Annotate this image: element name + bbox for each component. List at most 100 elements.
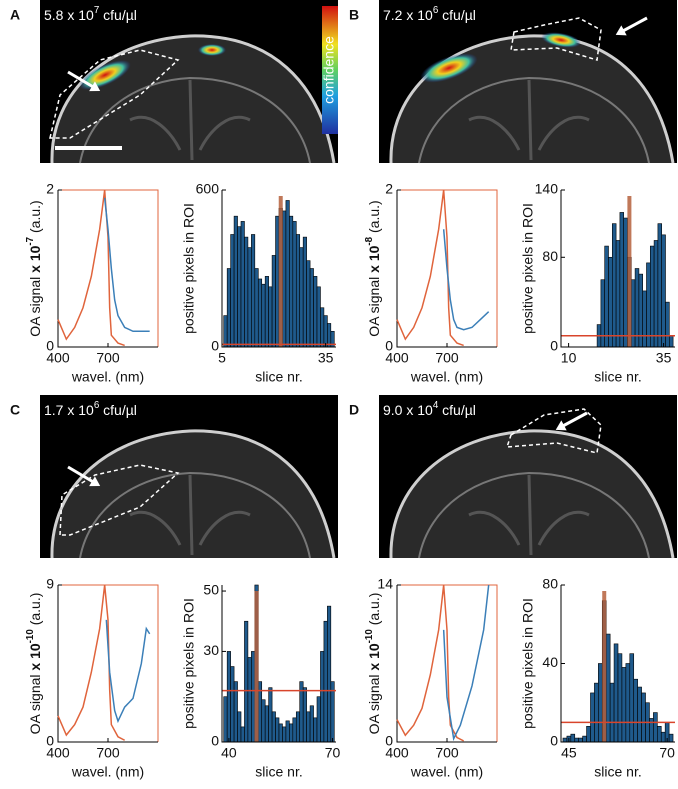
signal-blob bbox=[541, 32, 581, 48]
signal-blob bbox=[79, 60, 131, 90]
oa-image bbox=[379, 395, 677, 559]
spectrum-line bbox=[105, 619, 151, 724]
axis bbox=[396, 585, 497, 743]
spectrum-line bbox=[396, 189, 464, 347]
bar bbox=[285, 200, 290, 348]
roi-slice-marker bbox=[602, 591, 607, 742]
text-part: 4 bbox=[433, 400, 439, 411]
x-tick-label: 700 bbox=[96, 745, 120, 761]
bar bbox=[289, 723, 294, 743]
bar bbox=[289, 215, 294, 348]
text-part: x 10 bbox=[27, 643, 43, 670]
image-title: 9.0 x 104 cfu/µl bbox=[383, 400, 476, 418]
bar bbox=[621, 667, 627, 743]
y-axis-label: positive pixels in ROI bbox=[181, 598, 197, 729]
bar bbox=[299, 247, 304, 348]
text-part: -10 bbox=[25, 629, 36, 644]
brain-fold bbox=[129, 474, 251, 556]
bar bbox=[261, 283, 266, 348]
y-axis-label: OA signal x 10-8 (a.u.) bbox=[364, 200, 382, 336]
bar bbox=[611, 223, 617, 348]
bar bbox=[327, 323, 332, 348]
bar bbox=[661, 234, 666, 348]
bar bbox=[278, 723, 283, 743]
bar bbox=[295, 234, 301, 348]
panel: B 7.2 x 106 cfu/µl 0 2 400 700 wavel. (nm) OA s… bbox=[349, 0, 677, 385]
text-part: -8 bbox=[364, 236, 375, 245]
text-part: OA signal bbox=[27, 273, 43, 337]
bar bbox=[240, 221, 245, 348]
text-part: x 10 bbox=[366, 643, 382, 670]
x-tick-label: 70 bbox=[659, 745, 675, 761]
bar bbox=[668, 335, 674, 348]
axis-frame-right bbox=[397, 189, 498, 347]
y-axis-label: OA signal x 10-10 (a.u.) bbox=[364, 593, 382, 735]
x-axis-label: wavel. (nm) bbox=[410, 369, 483, 385]
spectrum-line bbox=[103, 197, 150, 333]
x-axis-label: wavel. (nm) bbox=[410, 764, 483, 780]
signal-blob bbox=[420, 53, 478, 83]
text-part: 1.7 x 10 bbox=[44, 402, 94, 418]
bar bbox=[268, 286, 273, 348]
bar bbox=[226, 268, 231, 348]
panel-letter: D bbox=[349, 402, 359, 418]
x-axis-label: slice nr. bbox=[255, 764, 302, 780]
bar bbox=[316, 286, 321, 348]
bar bbox=[233, 215, 238, 348]
bar bbox=[282, 726, 287, 743]
bar bbox=[264, 276, 269, 348]
bar bbox=[223, 696, 228, 743]
y-axis-label: OA signal x 10-7 (a.u.) bbox=[25, 200, 43, 336]
y-tick-label: 0 bbox=[550, 338, 558, 354]
x-tick-label: 700 bbox=[435, 745, 459, 761]
arrow-head bbox=[555, 420, 567, 431]
bar bbox=[285, 720, 290, 743]
bar bbox=[615, 240, 621, 348]
bar bbox=[653, 712, 658, 743]
x-tick-label: 45 bbox=[561, 745, 577, 761]
bar bbox=[657, 725, 662, 743]
bar bbox=[598, 663, 603, 743]
y-tick-label: 0 bbox=[385, 338, 393, 354]
y-tick-label: 80 bbox=[542, 248, 558, 264]
bar bbox=[562, 737, 568, 743]
text-part: (a.u.) bbox=[366, 593, 382, 630]
y-tick-label: 30 bbox=[203, 642, 219, 658]
panel-letter: C bbox=[10, 402, 20, 418]
bar bbox=[237, 711, 242, 743]
bar bbox=[623, 217, 628, 348]
bar bbox=[313, 276, 318, 348]
text-part: cfu/µl bbox=[99, 402, 137, 418]
x-tick-label: 400 bbox=[46, 745, 70, 761]
bar bbox=[619, 212, 624, 348]
y-tick-label: 2 bbox=[385, 181, 393, 197]
arrow bbox=[620, 16, 648, 34]
bar bbox=[609, 682, 615, 743]
bar bbox=[574, 737, 579, 743]
text-part: OA signal bbox=[366, 273, 382, 337]
bar bbox=[590, 692, 595, 743]
bar bbox=[261, 699, 266, 743]
bar bbox=[282, 210, 287, 348]
bar bbox=[604, 245, 609, 348]
oa-image: confidence bbox=[40, 0, 338, 164]
bar bbox=[578, 737, 583, 743]
text-part: cfu/µl bbox=[438, 402, 476, 418]
x-tick-label: 400 bbox=[385, 745, 409, 761]
head-inner bbox=[418, 76, 650, 164]
text-part: 9.0 x 10 bbox=[383, 402, 433, 418]
axis-frame-right bbox=[397, 584, 498, 742]
bar bbox=[271, 711, 276, 743]
y-tick-label: 50 bbox=[203, 582, 219, 598]
bar bbox=[660, 731, 666, 743]
bar bbox=[292, 221, 297, 348]
roi-outline bbox=[505, 408, 602, 454]
x-tick-label: 5 bbox=[218, 350, 226, 366]
bar bbox=[244, 620, 249, 743]
text-part: OA signal bbox=[366, 671, 382, 735]
bar bbox=[306, 711, 311, 743]
y-tick-label: 600 bbox=[196, 181, 220, 197]
colorbar bbox=[322, 6, 338, 134]
bar bbox=[257, 278, 263, 348]
